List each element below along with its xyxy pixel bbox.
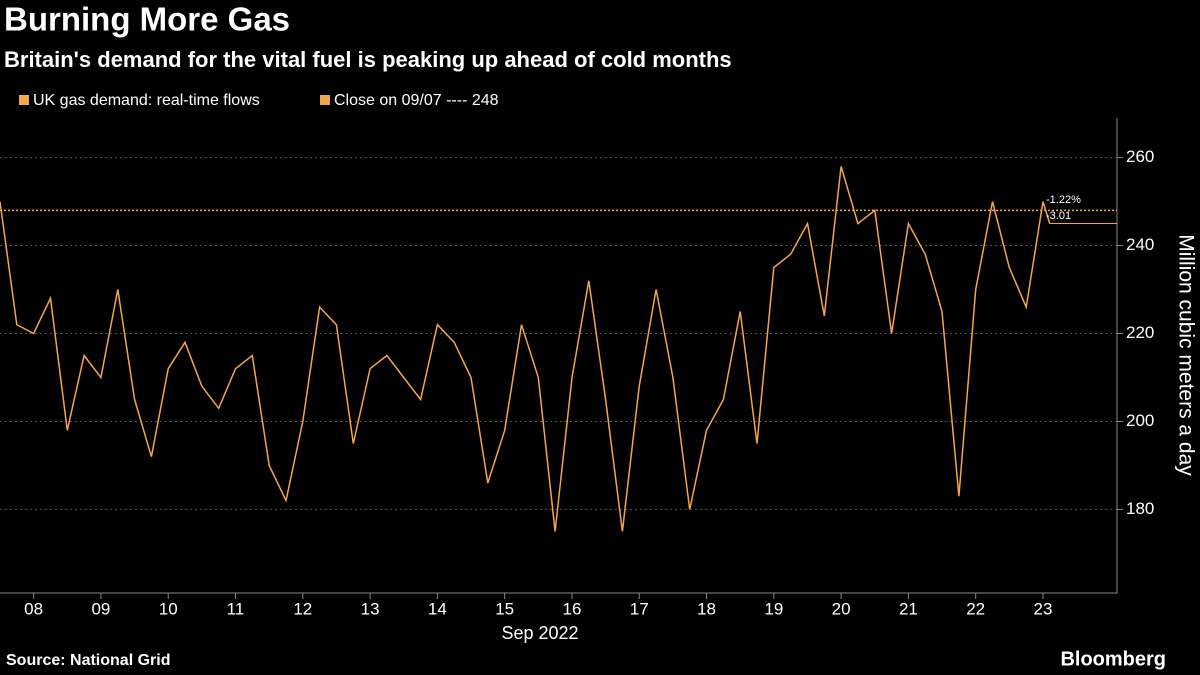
x-tick-label: 18 (697, 599, 716, 618)
data-line (0, 166, 1051, 532)
x-tick-label: 13 (361, 599, 380, 618)
x-tick-label: 15 (495, 599, 514, 618)
chart-title: Burning More Gas (4, 1, 290, 38)
source: Source: National Grid (6, 652, 170, 669)
x-tick-label: 11 (227, 599, 245, 618)
annotation: -1.22% (1046, 194, 1081, 206)
y-tick-label: 220 (1126, 323, 1154, 342)
y-tick-label: 200 (1126, 411, 1154, 430)
brand: Bloomberg (1060, 648, 1166, 670)
x-tick-label: 09 (91, 599, 110, 618)
annotation: -3.01 (1046, 210, 1071, 222)
x-tick-label: 20 (832, 599, 851, 618)
y-tick-label: 260 (1126, 147, 1154, 166)
x-tick-label: 16 (562, 599, 581, 618)
y-tick-label: 240 (1126, 235, 1154, 254)
x-axis-label: Sep 2022 (501, 623, 578, 643)
x-tick-label: 23 (1034, 599, 1053, 618)
x-tick-label: 22 (966, 599, 985, 618)
y-axis-label: Million cubic meters a day (1174, 234, 1197, 476)
x-tick-label: 10 (159, 599, 178, 618)
legend-swatch (320, 95, 330, 105)
chart-subtitle: Britain's demand for the vital fuel is p… (4, 47, 732, 72)
x-tick-label: 12 (293, 599, 312, 618)
x-tick-label: 19 (764, 599, 783, 618)
y-tick-label: 180 (1126, 499, 1154, 518)
legend-label: Close on 09/07 ---- 248 (334, 92, 499, 109)
x-tick-label: 14 (428, 599, 447, 618)
x-tick-label: 08 (24, 599, 43, 618)
x-tick-label: 21 (899, 599, 918, 618)
legend-swatch (19, 95, 29, 105)
legend-label: UK gas demand: real-time flows (33, 92, 260, 109)
x-tick-label: 17 (630, 599, 649, 618)
